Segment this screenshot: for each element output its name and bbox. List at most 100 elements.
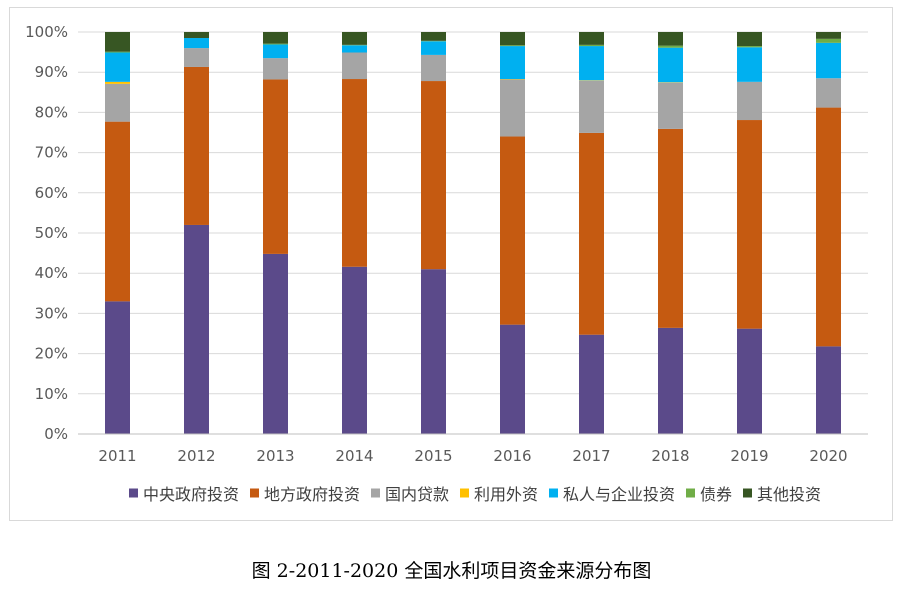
bar-segment: [263, 44, 288, 59]
legend-swatch: [250, 488, 259, 498]
legend-label: 中央政府投资: [143, 485, 239, 504]
legend-label: 利用外资: [474, 485, 538, 504]
bar-segment: [737, 32, 762, 47]
bar-segment: [105, 52, 130, 82]
bar-segment: [500, 46, 525, 80]
bar-segment: [342, 32, 367, 45]
bar-segment: [658, 128, 683, 328]
bar-segment: [421, 41, 446, 55]
y-tick-label: 60%: [35, 184, 68, 202]
bar-segment: [579, 44, 604, 47]
y-tick-label: 30%: [35, 304, 68, 322]
bar-segment: [263, 58, 288, 80]
bar-segment: [816, 78, 841, 108]
legend-label: 其他投资: [757, 485, 821, 504]
bar-segment: [105, 51, 130, 53]
bar-segment: [263, 79, 288, 254]
legend-label: 债券: [700, 485, 732, 504]
bar-segment: [737, 47, 762, 82]
bar-segment: [737, 120, 762, 329]
bar-segment: [500, 45, 525, 47]
bar-segment: [816, 107, 841, 347]
legend-swatch: [371, 488, 380, 498]
legend-swatch: [743, 488, 752, 498]
figure-caption: 图 2-2011-2020 全国水利项目资金来源分布图: [251, 560, 652, 582]
y-tick-label: 50%: [35, 224, 68, 242]
x-tick-label: 2020: [809, 447, 847, 465]
bar-segment: [105, 83, 130, 122]
x-tick-label: 2017: [572, 447, 610, 465]
bar-segment: [263, 253, 288, 434]
x-tick-label: 2011: [98, 447, 136, 465]
bar-segment: [737, 328, 762, 434]
x-tick-label: 2015: [414, 447, 452, 465]
bar-segment: [816, 42, 841, 79]
bar-segment: [184, 48, 209, 67]
x-tick-label: 2016: [493, 447, 531, 465]
bar-segment: [816, 32, 841, 39]
y-tick-label: 40%: [35, 264, 68, 282]
bar-segment: [105, 301, 130, 434]
y-tick-label: 0%: [44, 425, 68, 443]
legend: 中央政府投资 地方政府投资 国内贷款 利用外资 私人与企业投资 债券 其他投资: [129, 485, 821, 504]
bar-segment: [421, 32, 446, 41]
bar-segment: [500, 136, 525, 325]
y-tick-label: 10%: [35, 385, 68, 403]
bar-segment: [500, 32, 525, 46]
chart-container: 0% 10% 20% 30% 40% 50% 60% 70% 80% 90% 100% 2011 201…: [9, 7, 893, 521]
legend-swatch: [686, 488, 695, 498]
bar-segment: [500, 79, 525, 137]
bar-segment: [184, 66, 209, 225]
legend-label: 国内贷款: [385, 485, 449, 504]
bar-segment: [737, 46, 762, 48]
legend-label: 地方政府投资: [264, 485, 360, 504]
bar-segment: [579, 46, 604, 81]
bar-segment: [579, 334, 604, 434]
bars: [105, 32, 841, 434]
y-tick-label: 70%: [35, 144, 68, 162]
bar-segment: [342, 266, 367, 434]
y-tick-label: 80%: [35, 103, 68, 121]
bar-segment: [263, 43, 288, 45]
bar-segment: [500, 324, 525, 434]
bar-segment: [184, 32, 209, 39]
legend-swatch: [129, 488, 138, 498]
x-tick-label: 2018: [651, 447, 689, 465]
bar-segment: [342, 45, 367, 53]
bar-segment: [737, 81, 762, 121]
bar-segment: [816, 346, 841, 434]
y-tick-label: 100%: [25, 23, 68, 41]
bar-segment: [421, 81, 446, 270]
bar-segment: [342, 79, 367, 267]
bar-segment: [263, 32, 288, 44]
legend-label: 私人与企业投资: [563, 485, 675, 504]
bar-segment: [421, 269, 446, 434]
bar-segment: [658, 45, 683, 48]
bar-segment: [342, 52, 367, 80]
bar-segment: [658, 47, 683, 83]
bar-segment: [184, 224, 209, 434]
bar-segment: [579, 80, 604, 133]
bar-segment: [816, 38, 841, 43]
gridlines: [78, 31, 868, 395]
legend-swatch: [460, 488, 469, 498]
bar-segment: [658, 327, 683, 434]
bar-segment: [579, 132, 604, 335]
stacked-bar-chart: 0% 10% 20% 30% 40% 50% 60% 70% 80% 90% 100% 2011 201…: [25, 23, 868, 504]
y-tick-label: 90%: [35, 63, 68, 81]
bar-segment: [421, 54, 446, 82]
x-tick-label: 2012: [177, 447, 215, 465]
bar-segment: [105, 32, 130, 52]
y-tick-label: 20%: [35, 345, 68, 363]
legend-swatch: [549, 488, 558, 498]
bar-segment: [658, 82, 683, 129]
x-tick-label: 2019: [730, 447, 768, 465]
bar-segment: [184, 38, 209, 49]
bar-segment: [105, 81, 130, 84]
bar-segment: [658, 32, 683, 46]
bar-segment: [579, 32, 604, 45]
x-tick-label: 2014: [335, 447, 373, 465]
x-tick-label: 2013: [256, 447, 294, 465]
axes: 0% 10% 20% 30% 40% 50% 60% 70% 80% 90% 100% 2011 201…: [25, 23, 868, 465]
bar-segment: [105, 121, 130, 302]
